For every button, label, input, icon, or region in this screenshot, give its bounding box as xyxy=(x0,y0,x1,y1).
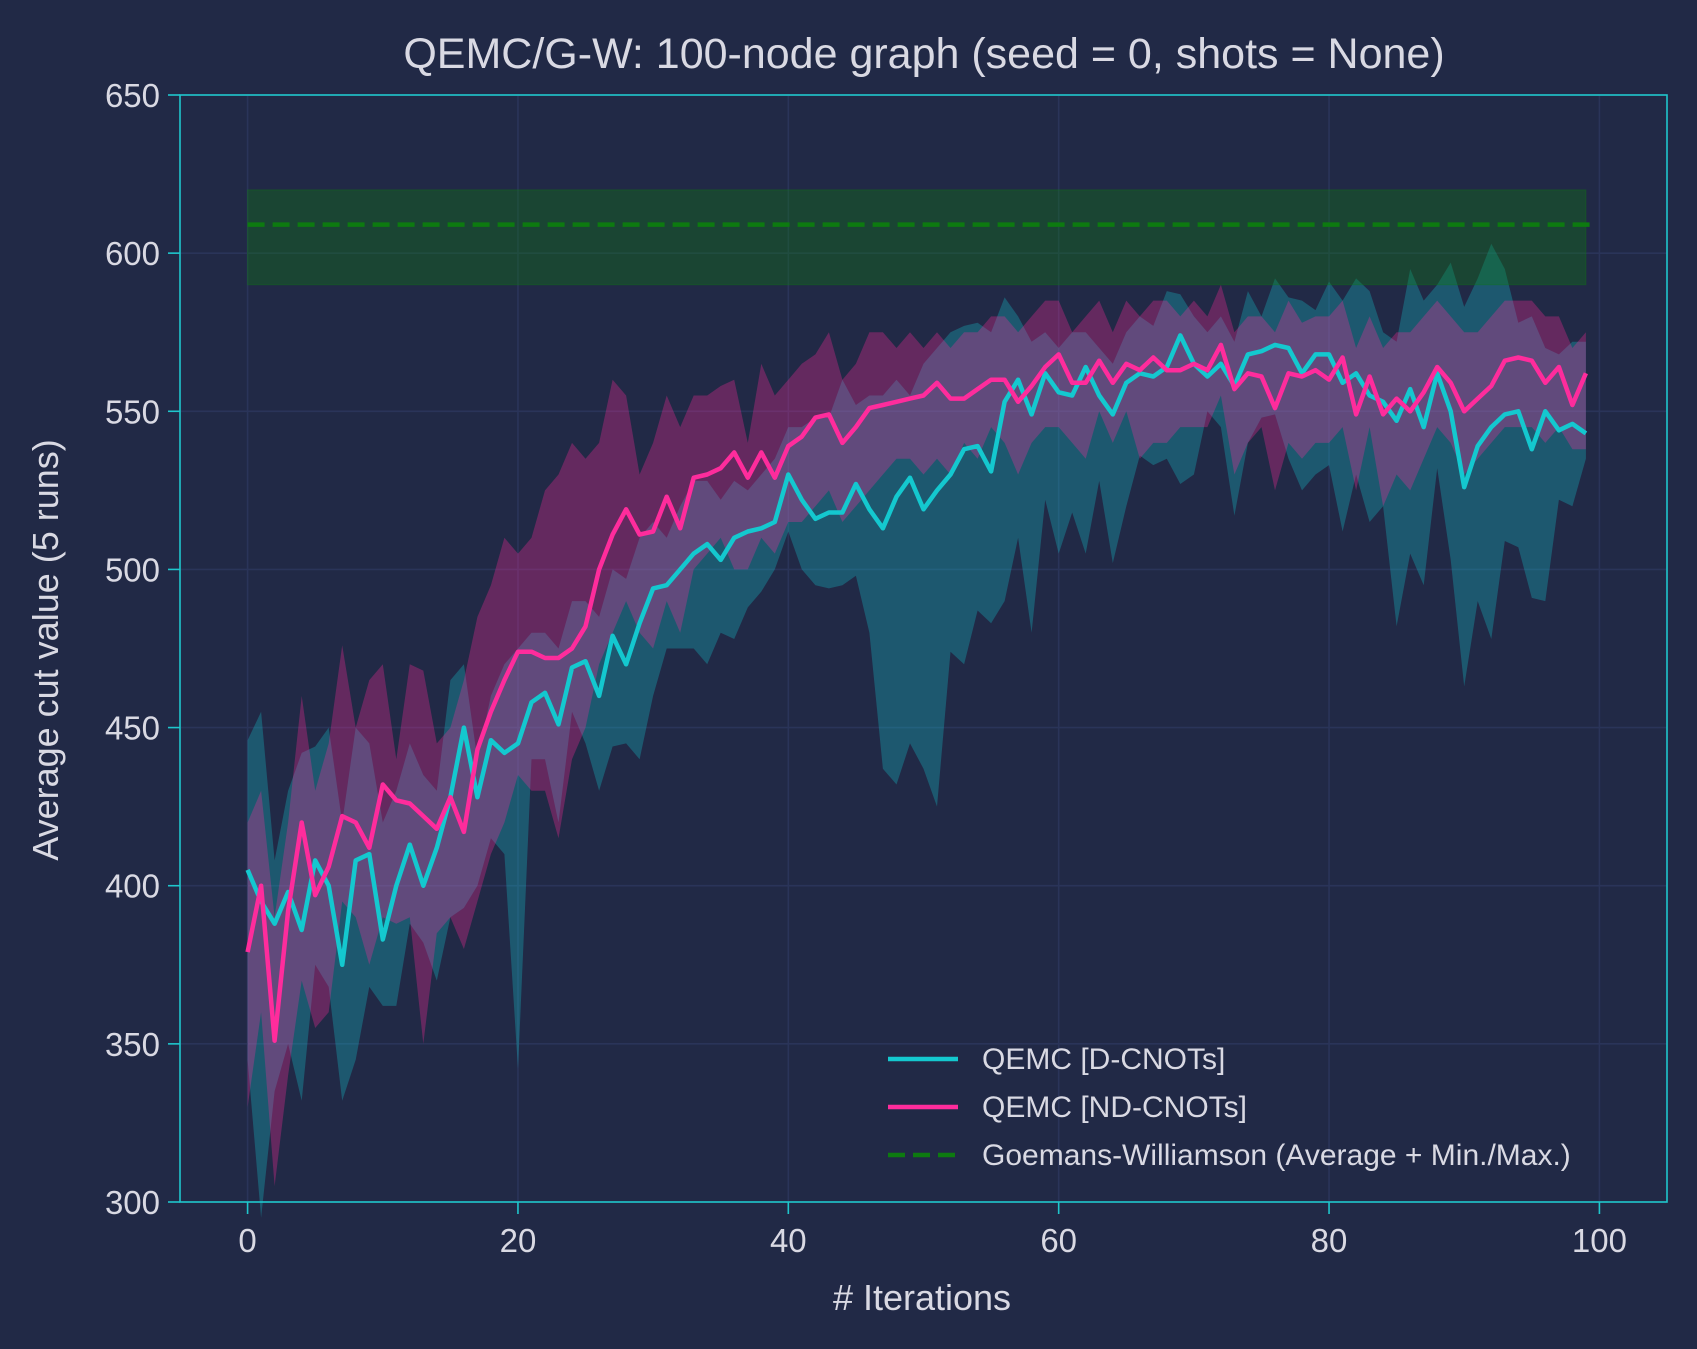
legend-label: Goemans-Williamson (Average + Min./Max.) xyxy=(982,1139,1571,1172)
d-cnots-line xyxy=(245,333,1588,968)
d-cnots-band xyxy=(247,243,1586,1218)
y-tick-label: 350 xyxy=(105,1026,160,1063)
nd-cnots-band xyxy=(247,284,1586,1187)
y-tick-label: 450 xyxy=(105,710,160,747)
y-tick-label: 550 xyxy=(105,393,160,430)
legend-label: QEMC [D-CNOTs] xyxy=(982,1043,1225,1076)
gw-band xyxy=(247,189,1587,286)
x-tick-label: 60 xyxy=(1040,1222,1077,1259)
y-tick-label: 650 xyxy=(105,77,160,114)
y-axis-label: Average cut value (5 runs) xyxy=(25,439,66,861)
x-tick-label: 20 xyxy=(500,1222,537,1259)
chart-title: QEMC/G-W: 100-node graph (seed = 0, shot… xyxy=(403,30,1444,78)
y-tick-label: 500 xyxy=(105,551,160,588)
legend: QEMC [D-CNOTs] QEMC [ND-CNOTs] Goemans-Wil… xyxy=(888,1043,1571,1172)
y-tick-label: 300 xyxy=(105,1184,160,1221)
x-tick-label: 0 xyxy=(238,1222,256,1259)
x-tick-label: 80 xyxy=(1311,1222,1348,1259)
x-axis-label: # Iterations xyxy=(833,1277,1011,1318)
ticks: 0 20 40 60 80 100 300 350 400 450 500 550 600 650 xyxy=(105,77,1627,1259)
x-tick-label: 100 xyxy=(1572,1222,1627,1259)
lines xyxy=(245,222,1593,1043)
y-tick-label: 400 xyxy=(105,868,160,905)
nd-cnots-line xyxy=(245,342,1588,1043)
bands xyxy=(247,189,1587,1218)
plot-area-border xyxy=(179,94,1668,1203)
x-tick-label: 40 xyxy=(770,1222,807,1259)
legend-label: QEMC [ND-CNOTs] xyxy=(982,1091,1247,1124)
y-tick-label: 600 xyxy=(105,235,160,272)
